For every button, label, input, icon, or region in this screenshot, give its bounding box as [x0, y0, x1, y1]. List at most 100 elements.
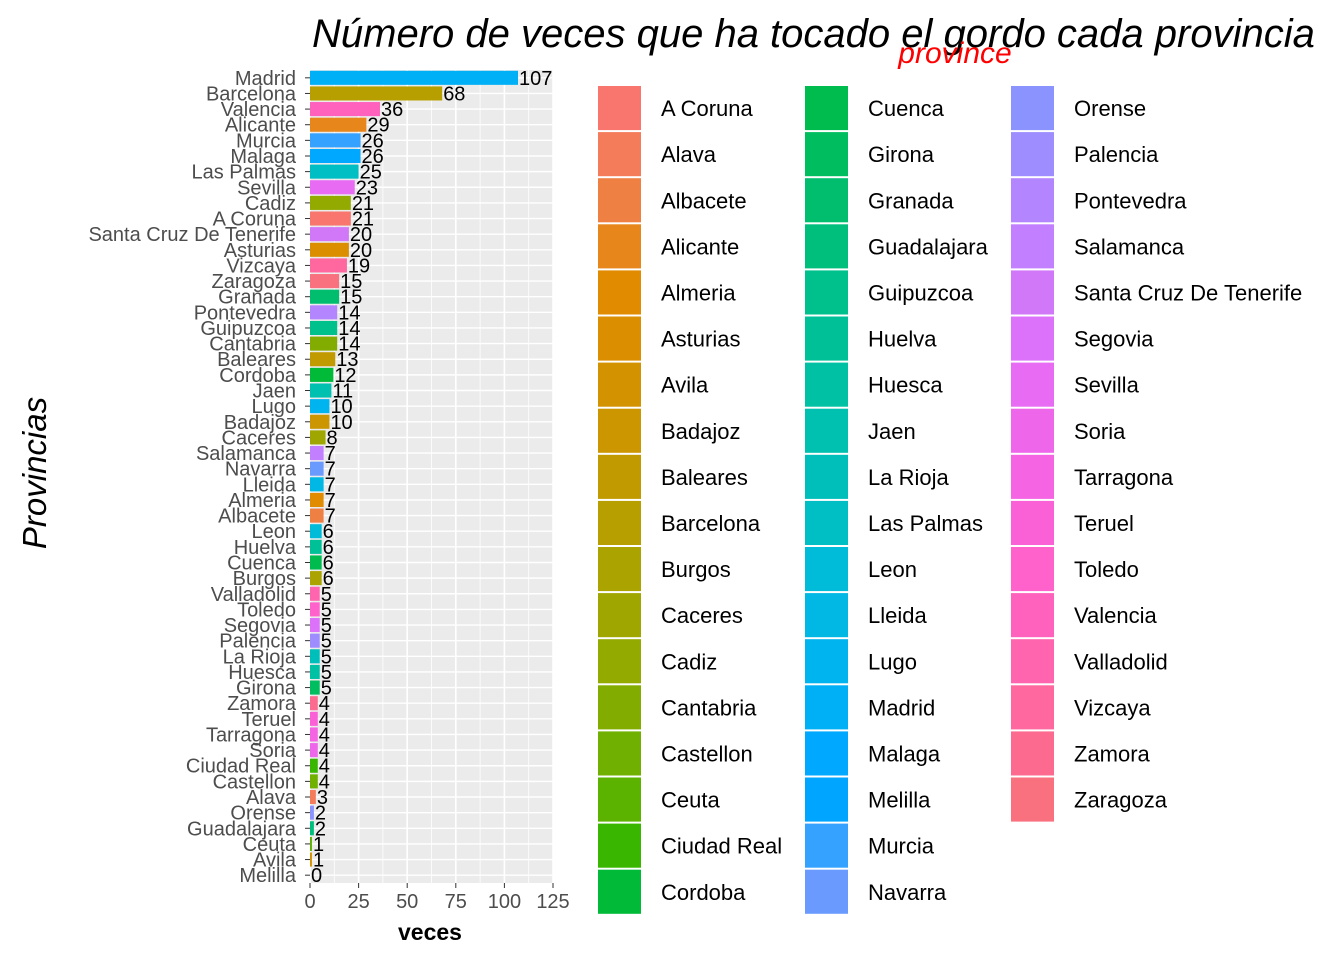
legend-key	[805, 178, 848, 223]
y-tick-label: La Rioja	[223, 646, 297, 668]
legend-key	[1011, 731, 1054, 776]
legend-key	[1011, 777, 1054, 822]
legend-key	[805, 500, 848, 545]
legend-label: Soria	[1074, 419, 1126, 444]
y-tick-label: Avila	[253, 850, 297, 872]
bar-value-label: 7	[325, 443, 336, 465]
bar-value-label: 26	[362, 146, 384, 168]
bar	[310, 743, 318, 758]
legend-label: Sevilla	[1074, 373, 1140, 398]
bar-value-label: 5	[321, 631, 332, 653]
legend-label: Ceuta	[661, 788, 720, 813]
bar-value-label: 6	[323, 537, 334, 559]
bar	[310, 836, 312, 851]
legend-label: Zaragoza	[1074, 788, 1168, 813]
y-tick-label: Navarra	[225, 459, 297, 481]
y-tick-label: Zaragoza	[212, 271, 297, 293]
legend-key	[598, 869, 641, 914]
bar-value-label: 2	[315, 818, 326, 840]
bar	[310, 164, 359, 179]
legend-label: Asturias	[661, 327, 740, 352]
bar	[310, 242, 349, 257]
bar	[310, 477, 324, 492]
legend-key	[598, 777, 641, 822]
bar	[310, 617, 320, 633]
bar-value-label: 3	[317, 787, 328, 809]
legend-label: Barcelona	[661, 511, 761, 536]
y-tick-label: Badajoz	[224, 412, 296, 434]
legend: province A Coruna Alava Albacete Alicante Al…	[598, 37, 1302, 914]
y-tick-label: Melilla	[239, 865, 297, 887]
bar-value-label: 6	[323, 521, 334, 543]
bar	[310, 70, 519, 85]
bar-value-label: 10	[330, 412, 352, 434]
legend-label: Vizcaya	[1074, 695, 1151, 720]
legend-label: Alicante	[661, 234, 739, 259]
bar-value-label: 20	[350, 224, 372, 246]
legend-key	[805, 731, 848, 776]
bar-value-label: 4	[319, 693, 330, 715]
bar-value-label: 7	[325, 474, 336, 496]
legend-key	[1011, 132, 1054, 177]
legend-label: Murcia	[868, 834, 935, 859]
legend-label: Avila	[661, 373, 709, 398]
bar-value-label: 5	[321, 662, 332, 684]
y-tick-label: Ciudad Real	[186, 756, 296, 778]
bar	[310, 133, 361, 148]
bar-value-label: 14	[338, 318, 360, 340]
bar	[310, 774, 318, 789]
bar	[310, 102, 380, 117]
bar	[310, 571, 322, 586]
y-tick-label: Lugo	[252, 396, 297, 418]
bar-value-label: 1	[313, 834, 324, 856]
y-tick-label: Burgos	[233, 568, 296, 590]
bar-value-label: 21	[352, 209, 374, 231]
bar	[310, 586, 320, 601]
legend-label: Baleares	[661, 465, 748, 490]
legend-label: Tarragona	[1074, 465, 1174, 490]
bar-value-label: 7	[325, 459, 336, 481]
bar	[310, 727, 318, 742]
bar	[310, 195, 351, 210]
x-tick-label: 100	[488, 891, 521, 913]
legend-label: Jaen	[868, 419, 916, 444]
legend-key	[1011, 500, 1054, 545]
y-tick-label: Huelva	[234, 537, 297, 559]
y-tick-label: Cadiz	[245, 193, 296, 215]
legend-label: A Coruna	[661, 96, 753, 121]
bar	[310, 539, 322, 554]
bar	[310, 86, 443, 101]
y-tick-label: Asturias	[224, 240, 296, 262]
y-tick-label: Jaen	[253, 381, 296, 403]
bar-value-label: 4	[319, 771, 330, 793]
legend-label: Salamanca	[1074, 234, 1185, 259]
bar-value-label: 6	[323, 568, 334, 590]
legend-label: Cadiz	[661, 649, 717, 674]
bar-value-label: 25	[360, 162, 382, 184]
y-tick-label: Valencia	[221, 99, 297, 121]
legend-label: Albacete	[661, 188, 747, 213]
bar	[310, 367, 334, 382]
bar	[310, 492, 324, 507]
bar-value-label: 68	[443, 83, 465, 105]
y-tick-label: Alava	[246, 787, 297, 809]
legend-label: Zamora	[1074, 741, 1151, 766]
y-tick-label: Salamanca	[196, 443, 297, 465]
legend-key	[598, 547, 641, 592]
x-tick-label: 50	[396, 891, 418, 913]
y-tick-label: Vizcaya	[226, 255, 297, 277]
legend-label: Granada	[868, 188, 954, 213]
bar	[310, 320, 338, 336]
bar	[310, 758, 318, 773]
bar	[310, 555, 322, 570]
legend-key	[805, 547, 848, 592]
legend-key	[1011, 454, 1054, 499]
y-tick-label: Cordoba	[219, 365, 297, 387]
legend-key	[805, 777, 848, 822]
bar-value-label: 5	[321, 646, 332, 668]
bar-value-label: 14	[338, 334, 360, 356]
bar-value-label: 7	[325, 506, 336, 528]
bar	[310, 117, 367, 132]
y-tick-label: Zamora	[227, 693, 297, 715]
legend-key	[805, 685, 848, 730]
